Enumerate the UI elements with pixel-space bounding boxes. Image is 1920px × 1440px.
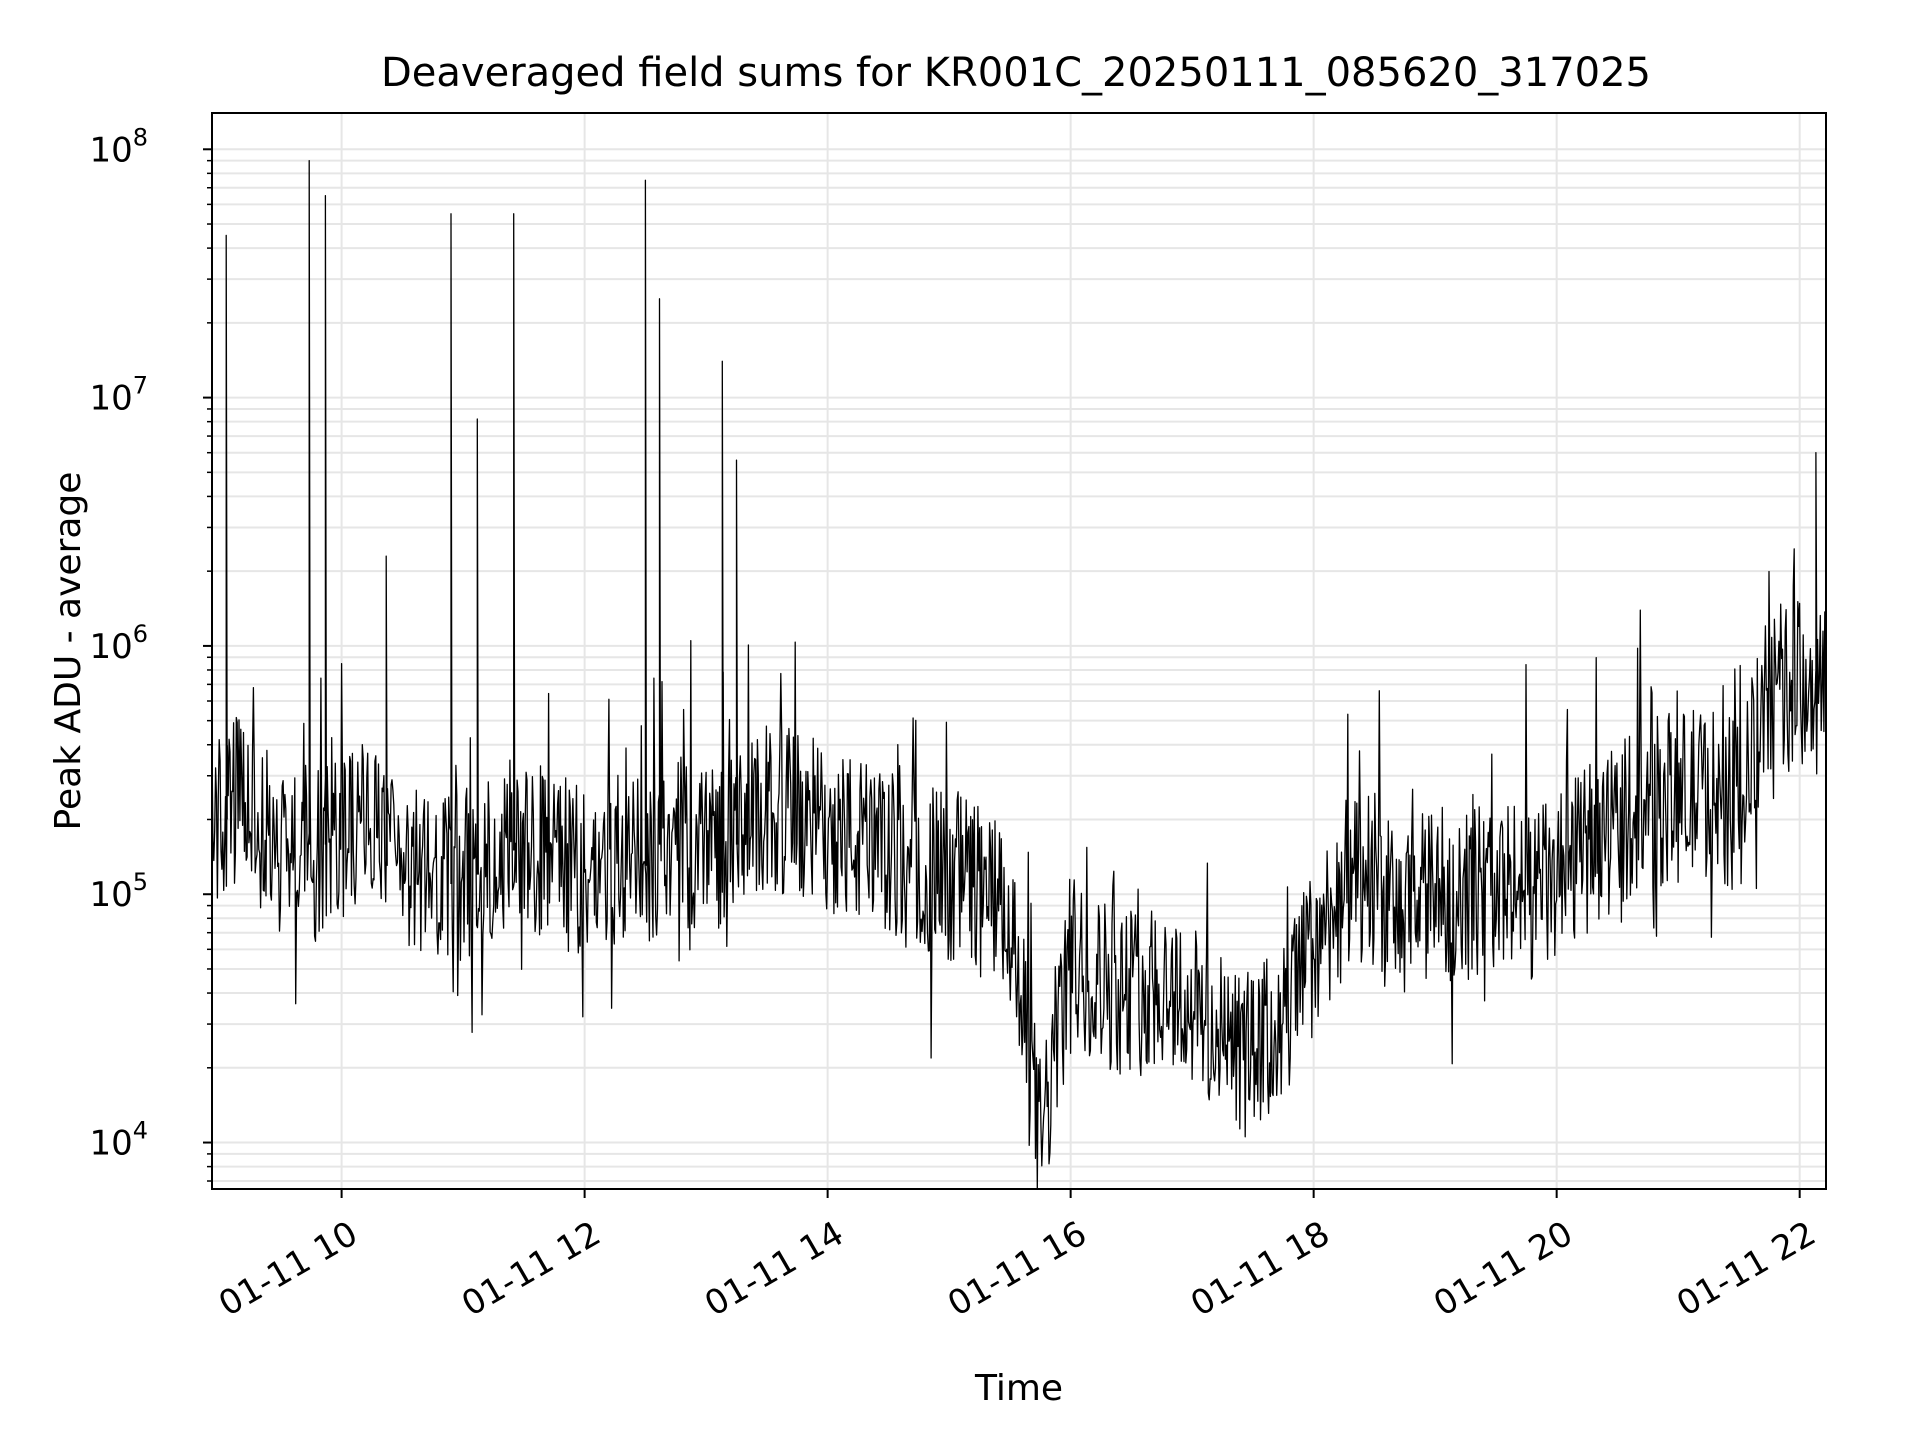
x-axis: 01-11 10 01-11 12 01-11 14 01-11 16 01-11 18… (212, 1189, 1823, 1325)
x-tick-label: 01-11 22 (1670, 1214, 1822, 1325)
x-tick-label: 01-11 18 (1184, 1214, 1336, 1325)
y-tick-exponent: 7 (133, 372, 148, 400)
y-axis-label: Peak ADU - average (48, 472, 89, 831)
x-tick-label: 01-11 20 (1427, 1214, 1579, 1325)
y-tick-exponent: 5 (133, 868, 148, 896)
y-tick-label: 108 (89, 123, 148, 170)
x-tick-label: 01-11 16 (941, 1214, 1093, 1325)
plot-frame (211, 112, 1827, 1190)
y-tick-exponent: 4 (133, 1117, 148, 1145)
y-tick-exponent: 6 (133, 620, 148, 648)
y-tick-label: 106 (89, 620, 148, 667)
y-tick-label: 104 (89, 1117, 148, 1164)
y-tick-base: 10 (89, 130, 132, 170)
y-tick-base: 10 (89, 875, 132, 915)
chart-title: Deaveraged field sums for KR001C_2025011… (381, 50, 1651, 96)
series-line (211, 159, 1826, 1190)
x-tick-label: 01-11 10 (212, 1214, 364, 1325)
y-tick-label: 107 (89, 372, 148, 419)
x-tick-label: 01-11 14 (698, 1214, 850, 1325)
y-tick-base: 10 (89, 379, 132, 419)
y-tick-exponent: 8 (133, 123, 148, 151)
y-tick-label: 105 (89, 868, 148, 915)
x-tick-label: 01-11 12 (455, 1214, 607, 1325)
y-tick-base: 10 (89, 627, 132, 667)
grid-lines (212, 113, 1826, 1189)
x-axis-label: Time (974, 1368, 1063, 1409)
y-tick-base: 10 (89, 1124, 132, 1164)
